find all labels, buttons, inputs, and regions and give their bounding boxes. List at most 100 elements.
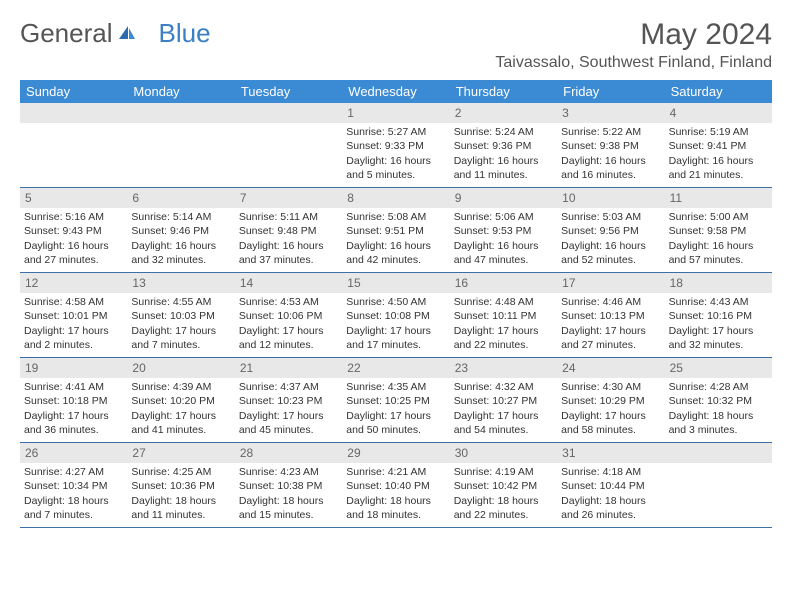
day-body: Sunrise: 4:50 AMSunset: 10:08 PMDaylight… (342, 293, 449, 356)
day-number: 1 (342, 103, 449, 123)
sunrise-line: Sunrise: 4:58 AM (24, 295, 123, 309)
day-body: Sunrise: 4:32 AMSunset: 10:27 PMDaylight… (450, 378, 557, 441)
day-cell-empty (127, 103, 234, 187)
day-number: 19 (20, 358, 127, 378)
week-row: 1Sunrise: 5:27 AMSunset: 9:33 PMDaylight… (20, 103, 772, 188)
sunrise-line: Sunrise: 5:06 AM (454, 210, 553, 224)
weekday-row: SundayMondayTuesdayWednesdayThursdayFrid… (20, 80, 772, 103)
daylight-line: Daylight: 16 hours and 42 minutes. (346, 239, 445, 267)
day-number: 20 (127, 358, 234, 378)
sunset-line: Sunset: 10:16 PM (669, 309, 768, 323)
day-cell: 25Sunrise: 4:28 AMSunset: 10:32 PMDaylig… (665, 358, 772, 442)
day-body: Sunrise: 5:11 AMSunset: 9:48 PMDaylight:… (235, 208, 342, 271)
sunrise-line: Sunrise: 4:43 AM (669, 295, 768, 309)
sunset-line: Sunset: 9:36 PM (454, 139, 553, 153)
sunset-line: Sunset: 10:06 PM (239, 309, 338, 323)
day-cell: 11Sunrise: 5:00 AMSunset: 9:58 PMDayligh… (665, 188, 772, 272)
daylight-line: Daylight: 17 hours and 45 minutes. (239, 409, 338, 437)
sunrise-line: Sunrise: 4:32 AM (454, 380, 553, 394)
daylight-line: Daylight: 16 hours and 11 minutes. (454, 154, 553, 182)
sunset-line: Sunset: 9:58 PM (669, 224, 768, 238)
weekday-tuesday: Tuesday (235, 80, 342, 103)
daylight-line: Daylight: 16 hours and 27 minutes. (24, 239, 123, 267)
sunrise-line: Sunrise: 4:18 AM (561, 465, 660, 479)
sunset-line: Sunset: 10:27 PM (454, 394, 553, 408)
day-cell: 26Sunrise: 4:27 AMSunset: 10:34 PMDaylig… (20, 443, 127, 527)
sunset-line: Sunset: 10:03 PM (131, 309, 230, 323)
sunset-line: Sunset: 10:36 PM (131, 479, 230, 493)
day-cell: 19Sunrise: 4:41 AMSunset: 10:18 PMDaylig… (20, 358, 127, 442)
sunrise-line: Sunrise: 4:25 AM (131, 465, 230, 479)
day-number: 22 (342, 358, 449, 378)
day-cell: 29Sunrise: 4:21 AMSunset: 10:40 PMDaylig… (342, 443, 449, 527)
day-body: Sunrise: 5:03 AMSunset: 9:56 PMDaylight:… (557, 208, 664, 271)
sunrise-line: Sunrise: 5:19 AM (669, 125, 768, 139)
sunrise-line: Sunrise: 4:27 AM (24, 465, 123, 479)
day-body: Sunrise: 4:48 AMSunset: 10:11 PMDaylight… (450, 293, 557, 356)
weeks-container: 1Sunrise: 5:27 AMSunset: 9:33 PMDaylight… (20, 103, 772, 528)
daylight-line: Daylight: 17 hours and 7 minutes. (131, 324, 230, 352)
daylight-line: Daylight: 17 hours and 50 minutes. (346, 409, 445, 437)
daylight-line: Daylight: 18 hours and 11 minutes. (131, 494, 230, 522)
day-number: 13 (127, 273, 234, 293)
daylight-line: Daylight: 16 hours and 21 minutes. (669, 154, 768, 182)
day-cell-empty (665, 443, 772, 527)
day-cell-empty (235, 103, 342, 187)
day-cell: 8Sunrise: 5:08 AMSunset: 9:51 PMDaylight… (342, 188, 449, 272)
sunrise-line: Sunrise: 5:03 AM (561, 210, 660, 224)
sunrise-line: Sunrise: 4:23 AM (239, 465, 338, 479)
sunrise-line: Sunrise: 5:24 AM (454, 125, 553, 139)
day-cell: 21 Sunrise: 4:37 AMSunset: 10:23 PMDaylig… (235, 358, 342, 442)
daylight-line: Daylight: 16 hours and 37 minutes. (239, 239, 338, 267)
day-number: 21 (235, 358, 342, 378)
sunrise-line: Sunrise: 4:21 AM (346, 465, 445, 479)
day-number: 26 (20, 443, 127, 463)
day-cell-empty (20, 103, 127, 187)
day-number: 7 (235, 188, 342, 208)
daylight-line: Daylight: 16 hours and 47 minutes. (454, 239, 553, 267)
sunset-line: Sunset: 10:29 PM (561, 394, 660, 408)
logo: General Blue (20, 18, 211, 49)
day-cell: 20Sunrise: 4:39 AMSunset: 10:20 PMDaylig… (127, 358, 234, 442)
day-number: 17 (557, 273, 664, 293)
day-body: Sunrise: 4:55 AMSunset: 10:03 PMDaylight… (127, 293, 234, 356)
sunset-line: Sunset: 9:56 PM (561, 224, 660, 238)
sunrise-line: Sunrise: 5:08 AM (346, 210, 445, 224)
week-row: 26Sunrise: 4:27 AMSunset: 10:34 PMDaylig… (20, 443, 772, 528)
day-cell: 23Sunrise: 4:32 AMSunset: 10:27 PMDaylig… (450, 358, 557, 442)
daylight-line: Daylight: 16 hours and 16 minutes. (561, 154, 660, 182)
day-body: Sunrise: 4:27 AMSunset: 10:34 PMDaylight… (20, 463, 127, 526)
sunrise-line: Sunrise: 4:37 AM (239, 380, 338, 394)
logo-text-gray: General (20, 18, 113, 49)
sunrise-line: Sunrise: 4:50 AM (346, 295, 445, 309)
day-body: Sunrise: 4:30 AMSunset: 10:29 PMDaylight… (557, 378, 664, 441)
sunset-line: Sunset: 10:42 PM (454, 479, 553, 493)
weekday-monday: Monday (127, 80, 234, 103)
day-body: Sunrise: 5:14 AMSunset: 9:46 PMDaylight:… (127, 208, 234, 271)
day-cell: 6Sunrise: 5:14 AMSunset: 9:46 PMDaylight… (127, 188, 234, 272)
daylight-line: Daylight: 18 hours and 3 minutes. (669, 409, 768, 437)
logo-text-blue: Blue (159, 18, 211, 49)
sunrise-line: Sunrise: 4:48 AM (454, 295, 553, 309)
day-cell: 18Sunrise: 4:43 AMSunset: 10:16 PMDaylig… (665, 273, 772, 357)
sunrise-line: Sunrise: 4:35 AM (346, 380, 445, 394)
sunset-line: Sunset: 9:38 PM (561, 139, 660, 153)
day-number: 25 (665, 358, 772, 378)
day-cell: 24Sunrise: 4:30 AMSunset: 10:29 PMDaylig… (557, 358, 664, 442)
day-body: Sunrise: 4:28 AMSunset: 10:32 PMDaylight… (665, 378, 772, 441)
sunset-line: Sunset: 10:23 PM (239, 394, 338, 408)
day-body: Sunrise: 5:22 AMSunset: 9:38 PMDaylight:… (557, 123, 664, 186)
sunset-line: Sunset: 10:01 PM (24, 309, 123, 323)
location: Taivassalo, Southwest Finland, Finland (495, 54, 772, 72)
daylight-line: Daylight: 16 hours and 52 minutes. (561, 239, 660, 267)
day-cell: 5Sunrise: 5:16 AMSunset: 9:43 PMDaylight… (20, 188, 127, 272)
weekday-thursday: Thursday (450, 80, 557, 103)
sunrise-line: Sunrise: 4:28 AM (669, 380, 768, 394)
daylight-line: Daylight: 17 hours and 17 minutes. (346, 324, 445, 352)
day-body: Sunrise: 4:46 AMSunset: 10:13 PMDaylight… (557, 293, 664, 356)
day-body: Sunrise: 4:23 AMSunset: 10:38 PMDaylight… (235, 463, 342, 526)
day-body: Sunrise: 5:19 AMSunset: 9:41 PMDaylight:… (665, 123, 772, 186)
day-cell: 16Sunrise: 4:48 AMSunset: 10:11 PMDaylig… (450, 273, 557, 357)
day-number: 30 (450, 443, 557, 463)
sunset-line: Sunset: 9:48 PM (239, 224, 338, 238)
